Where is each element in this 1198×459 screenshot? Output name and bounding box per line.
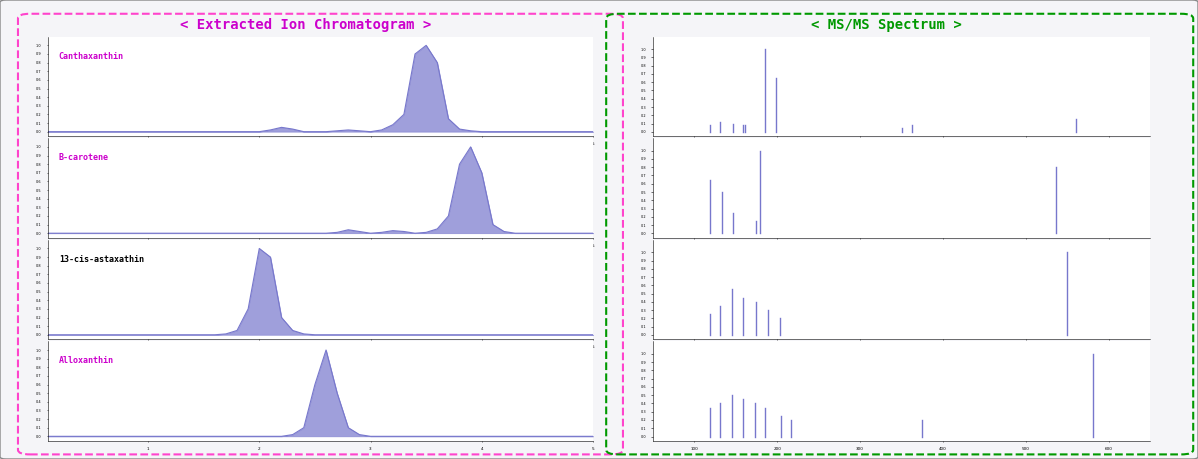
Text: < Extracted Ion Chromatogram >: < Extracted Ion Chromatogram > (180, 18, 431, 33)
Text: 13-cis-astaxathin: 13-cis-astaxathin (59, 255, 144, 264)
Text: < MS/MS Spectrum >: < MS/MS Spectrum > (811, 18, 962, 33)
Text: Alloxanthin: Alloxanthin (59, 356, 114, 365)
Text: Canthaxanthin: Canthaxanthin (59, 51, 123, 61)
Text: B-carotene: B-carotene (59, 153, 109, 162)
